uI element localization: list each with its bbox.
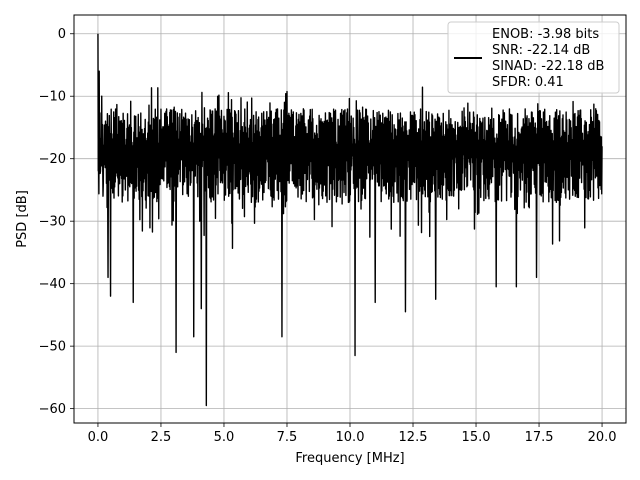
y-tick-label: −60 bbox=[39, 402, 66, 417]
x-axis: 0.0 2.5 5.0 7.5 10.0 12.5 15.0 17.5 20.0 bbox=[88, 423, 617, 445]
legend: ENOB: -3.98 bits SNR: -22.14 dB SINAD: -… bbox=[447, 21, 620, 94]
y-tick-label: 0 bbox=[58, 27, 66, 42]
legend-sfdr: SFDR: 0.41 bbox=[492, 75, 564, 90]
x-tick-label: 17.5 bbox=[525, 430, 554, 445]
x-tick-label: 5.0 bbox=[214, 430, 235, 445]
x-tick-label: 0.0 bbox=[88, 430, 109, 445]
x-tick-label: 7.5 bbox=[277, 430, 298, 445]
x-tick-label: 12.5 bbox=[399, 430, 428, 445]
legend-snr: SNR: -22.14 dB bbox=[492, 43, 590, 58]
legend-enob: ENOB: -3.98 bits bbox=[492, 27, 599, 42]
psd-series-line bbox=[97, 33, 603, 407]
y-tick-label: −40 bbox=[39, 277, 66, 292]
y-tick-label: −30 bbox=[39, 215, 66, 230]
x-tick-label: 20.0 bbox=[588, 430, 617, 445]
y-axis-label: PSD [dB] bbox=[15, 190, 30, 248]
legend-box bbox=[447, 21, 620, 94]
x-tick-label: 10.0 bbox=[336, 430, 365, 445]
y-tick-label: −50 bbox=[39, 340, 66, 355]
plot-area bbox=[97, 33, 603, 407]
legend-sinad: SINAD: -22.18 dB bbox=[492, 59, 604, 74]
x-tick-label: 2.5 bbox=[151, 430, 172, 445]
y-tick-label: −10 bbox=[39, 90, 66, 105]
x-tick-label: 15.0 bbox=[462, 430, 491, 445]
y-axis: 0 −10 −20 −30 −40 −50 −60 bbox=[39, 27, 74, 417]
x-axis-label: Frequency [MHz] bbox=[295, 451, 404, 466]
y-tick-label: −20 bbox=[39, 152, 66, 167]
